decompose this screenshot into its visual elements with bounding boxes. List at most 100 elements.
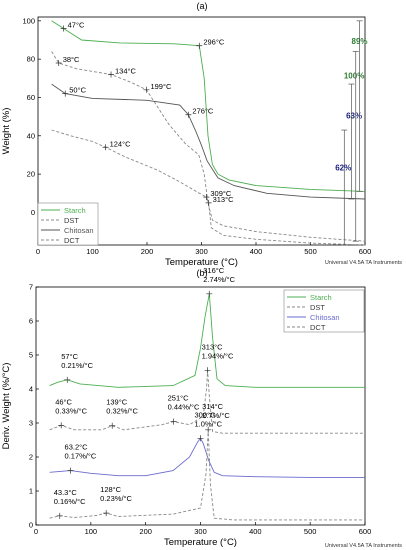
point-label: 63.2°C 0.17%/°C <box>65 443 97 461</box>
legend-label-starch: Starch <box>64 206 86 215</box>
point-marker <box>197 435 204 442</box>
series-line-chitosan <box>51 83 366 200</box>
point-label: 316°C 2.74%/°C <box>203 266 235 284</box>
y-tick-label: 1 <box>29 487 33 496</box>
panel-label-a: (a) <box>197 1 208 11</box>
point-marker <box>196 42 203 49</box>
point-marker <box>64 376 71 383</box>
chart-panel-b: 0 100 200 300 400 500 600 0 1 2 3 4 5 6 7 Temperature (… <box>1 266 371 548</box>
point-label: 38°C <box>63 55 80 64</box>
weight-loss-label: 63% <box>346 112 362 121</box>
legend-label-dst: DST <box>310 303 325 312</box>
series-line-starch <box>49 293 365 388</box>
series-line-dst <box>49 370 365 434</box>
x-axis-label: Temperature (°C) <box>165 257 238 268</box>
point-marker <box>103 510 110 517</box>
point-marker <box>56 512 63 519</box>
point-marker <box>143 86 150 93</box>
x-tick-label: 0 <box>34 527 38 536</box>
legend-label-chitosan: Chitosan <box>310 313 340 322</box>
x-tick-label: 100 <box>85 527 98 536</box>
point-marker <box>102 144 109 151</box>
point-label: 199°C <box>150 82 172 91</box>
point-marker <box>204 367 211 374</box>
x-tick-label: 100 <box>86 247 99 256</box>
point-label: 134°C <box>115 66 137 75</box>
y-tick-label: 60 <box>27 93 35 102</box>
legend-label-starch: Starch <box>310 293 332 302</box>
point-label: 57°C 0.21%/°C <box>61 352 93 370</box>
weight-loss-label: 100% <box>344 71 364 80</box>
series-line-dct <box>51 129 366 246</box>
y-tick-label: 7 <box>29 283 33 292</box>
legend-label-chitosan: Chitosan <box>64 226 94 235</box>
y-tick-label: 40 <box>27 131 35 140</box>
watermark-a: Universal V4.5A TA Instruments <box>325 260 402 266</box>
x-tick-label: 500 <box>304 247 317 256</box>
series-line-starch <box>51 20 366 192</box>
y-tick-label: 20 <box>27 170 35 179</box>
point-marker <box>185 111 192 118</box>
x-tick-label: 400 <box>249 527 262 536</box>
x-tick-label: 600 <box>359 247 372 256</box>
point-marker <box>60 25 67 32</box>
series-line-chitosan <box>49 437 365 478</box>
y-tick-label: 80 <box>27 55 35 64</box>
point-label: 300°C 1.0%/°C <box>195 410 223 428</box>
point-marker <box>62 90 69 97</box>
y-tick-label: 4 <box>29 385 33 394</box>
x-tick-label: 600 <box>359 527 372 536</box>
point-marker <box>205 426 212 433</box>
point-marker <box>67 467 74 474</box>
legend-label-dct: DCT <box>310 323 326 332</box>
point-marker <box>206 290 213 297</box>
point-label: 43.3°C 0.16%/°C <box>54 488 86 506</box>
point-marker <box>170 418 177 425</box>
watermark-b: Universal V4.5A TA Instruments <box>325 543 402 549</box>
y-axis-label: Weight (%) <box>1 108 12 155</box>
y-axis-label: Deriv. Weight (%/°C) <box>1 363 12 450</box>
chart-panel-a: 0 100 200 300 400 500 600 0 20 40 60 80 100 Temperatu… <box>1 16 371 268</box>
point-marker <box>109 422 116 429</box>
point-label: 50°C <box>69 86 86 95</box>
series-line-dct <box>49 429 365 521</box>
point-label: 139°C 0.32%/°C <box>106 398 138 416</box>
point-label: 46°C 0.33%/°C <box>55 397 87 415</box>
y-tick-label: 3 <box>29 419 33 428</box>
y-tick-label: 2 <box>29 453 33 462</box>
point-marker <box>205 199 212 206</box>
y-tick-label: 100 <box>22 16 35 25</box>
point-marker <box>203 194 210 201</box>
point-label: 313°C <box>213 195 235 204</box>
y-tick-label: 6 <box>29 317 33 326</box>
point-label: 47°C <box>68 20 85 29</box>
x-axis-label: Temperature (°C) <box>164 537 237 548</box>
legend-label-dct: DCT <box>64 236 80 245</box>
series-line-dst <box>51 51 366 242</box>
point-label: 296°C <box>203 38 225 47</box>
y-tick-label: 0 <box>31 208 35 217</box>
point-label: 314°C 2.7%/°C <box>202 402 230 420</box>
point-marker <box>55 59 62 66</box>
point-label: 309°C <box>210 189 232 198</box>
panel-label-b: (b) <box>197 268 208 278</box>
weight-loss-label: 62% <box>335 163 351 172</box>
y-tick-label: 5 <box>29 351 33 360</box>
point-marker <box>58 422 65 429</box>
x-tick-label: 0 <box>36 247 40 256</box>
point-label: 276°C <box>192 107 214 116</box>
point-label: 313°C 1.94%/°C <box>202 342 234 360</box>
point-marker <box>108 71 115 78</box>
legend-label-dst: DST <box>64 216 79 225</box>
y-tick-label: 0 <box>29 521 33 530</box>
x-tick-label: 400 <box>250 247 263 256</box>
x-tick-label: 500 <box>304 527 317 536</box>
x-tick-label: 300 <box>195 247 208 256</box>
point-label: 251°C 0.44%/°C <box>168 394 200 412</box>
x-tick-label: 200 <box>139 527 152 536</box>
point-label: 124°C <box>110 139 132 148</box>
x-tick-label: 300 <box>194 527 207 536</box>
point-label: 128°C 0.23%/°C <box>100 485 132 503</box>
x-tick-label: 200 <box>141 247 154 256</box>
